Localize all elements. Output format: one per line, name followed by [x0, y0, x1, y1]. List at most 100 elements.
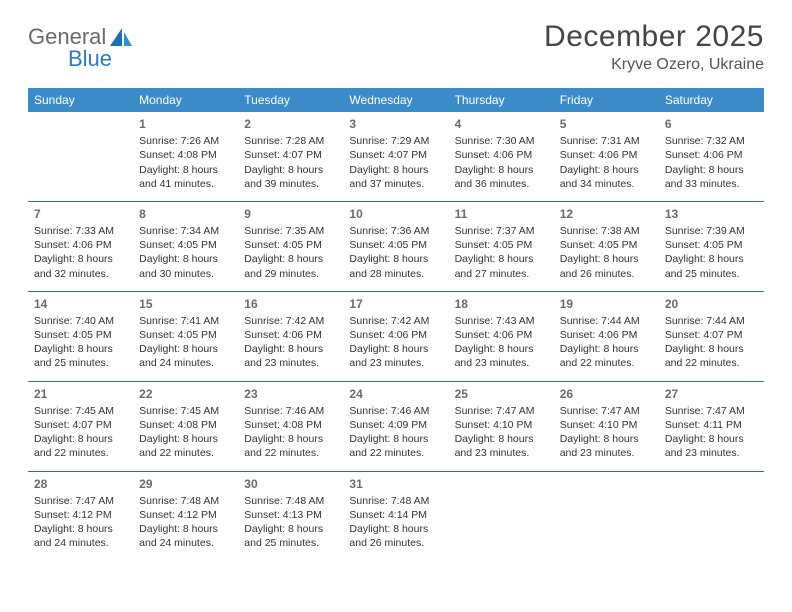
day-number: 6 — [665, 116, 758, 132]
day-number: 17 — [349, 296, 442, 312]
weekday-header: Friday — [554, 88, 659, 112]
sunrise-line: Sunrise: 7:29 AM — [349, 134, 442, 148]
weekday-header-row: Sunday Monday Tuesday Wednesday Thursday… — [28, 88, 764, 112]
calendar-day-cell — [659, 471, 764, 560]
day-number: 23 — [244, 386, 337, 402]
sunset-line: Sunset: 4:12 PM — [34, 508, 127, 522]
sunset-line: Sunset: 4:06 PM — [560, 148, 653, 162]
calendar-day-cell: 18Sunrise: 7:43 AMSunset: 4:06 PMDayligh… — [449, 291, 554, 381]
sunrise-line: Sunrise: 7:45 AM — [34, 404, 127, 418]
calendar-day-cell: 1Sunrise: 7:26 AMSunset: 4:08 PMDaylight… — [133, 112, 238, 201]
daylight-line: Daylight: 8 hours and 25 minutes. — [34, 342, 127, 370]
day-number: 11 — [455, 206, 548, 222]
sunrise-line: Sunrise: 7:47 AM — [455, 404, 548, 418]
calendar-day-cell: 26Sunrise: 7:47 AMSunset: 4:10 PMDayligh… — [554, 381, 659, 471]
sunrise-line: Sunrise: 7:47 AM — [665, 404, 758, 418]
day-number: 30 — [244, 476, 337, 492]
daylight-line: Daylight: 8 hours and 26 minutes. — [560, 252, 653, 280]
day-number: 19 — [560, 296, 653, 312]
day-number: 21 — [34, 386, 127, 402]
calendar-day-cell: 28Sunrise: 7:47 AMSunset: 4:12 PMDayligh… — [28, 471, 133, 560]
daylight-line: Daylight: 8 hours and 26 minutes. — [349, 522, 442, 550]
day-number: 8 — [139, 206, 232, 222]
day-number: 3 — [349, 116, 442, 132]
logo-sail-icon — [108, 26, 134, 48]
calendar-day-cell: 29Sunrise: 7:48 AMSunset: 4:12 PMDayligh… — [133, 471, 238, 560]
calendar-day-cell: 2Sunrise: 7:28 AMSunset: 4:07 PMDaylight… — [238, 112, 343, 201]
sunset-line: Sunset: 4:08 PM — [139, 148, 232, 162]
sunset-line: Sunset: 4:06 PM — [560, 328, 653, 342]
daylight-line: Daylight: 8 hours and 34 minutes. — [560, 163, 653, 191]
calendar-day-cell: 17Sunrise: 7:42 AMSunset: 4:06 PMDayligh… — [343, 291, 448, 381]
daylight-line: Daylight: 8 hours and 23 minutes. — [455, 342, 548, 370]
header: GeneralBlue December 2025 Kryve Ozero, U… — [28, 20, 764, 74]
sunrise-line: Sunrise: 7:42 AM — [244, 314, 337, 328]
calendar-week-row: 1Sunrise: 7:26 AMSunset: 4:08 PMDaylight… — [28, 112, 764, 201]
weekday-header: Tuesday — [238, 88, 343, 112]
weekday-header: Monday — [133, 88, 238, 112]
calendar-week-row: 14Sunrise: 7:40 AMSunset: 4:05 PMDayligh… — [28, 291, 764, 381]
sunset-line: Sunset: 4:09 PM — [349, 418, 442, 432]
sunrise-line: Sunrise: 7:48 AM — [244, 494, 337, 508]
daylight-line: Daylight: 8 hours and 24 minutes. — [34, 522, 127, 550]
daylight-line: Daylight: 8 hours and 24 minutes. — [139, 342, 232, 370]
sunrise-line: Sunrise: 7:33 AM — [34, 224, 127, 238]
sunset-line: Sunset: 4:06 PM — [244, 328, 337, 342]
sunset-line: Sunset: 4:06 PM — [665, 148, 758, 162]
sunset-line: Sunset: 4:13 PM — [244, 508, 337, 522]
month-title: December 2025 — [544, 20, 764, 54]
calendar-day-cell: 10Sunrise: 7:36 AMSunset: 4:05 PMDayligh… — [343, 201, 448, 291]
calendar-day-cell: 30 Sunrise: 7:48 AMSunset: 4:13 PMDayligh… — [238, 471, 343, 560]
calendar-day-cell: 5Sunrise: 7:31 AMSunset: 4:06 PMDaylight… — [554, 112, 659, 201]
sunrise-line: Sunrise: 7:44 AM — [560, 314, 653, 328]
day-number: 16 — [244, 296, 337, 312]
calendar-day-cell: 16Sunrise: 7:42 AMSunset: 4:06 PMDayligh… — [238, 291, 343, 381]
sunrise-line: Sunrise: 7:48 AM — [349, 494, 442, 508]
calendar-day-cell: 21Sunrise: 7:45 AMSunset: 4:07 PMDayligh… — [28, 381, 133, 471]
day-number: 4 — [455, 116, 548, 132]
calendar-day-cell: 8Sunrise: 7:34 AMSunset: 4:05 PMDaylight… — [133, 201, 238, 291]
daylight-line: Daylight: 8 hours and 25 minutes. — [244, 522, 337, 550]
daylight-line: Daylight: 8 hours and 22 minutes. — [244, 432, 337, 460]
calendar-day-cell: 25Sunrise: 7:47 AMSunset: 4:10 PMDayligh… — [449, 381, 554, 471]
day-number: 22 — [139, 386, 232, 402]
daylight-line: Daylight: 8 hours and 22 minutes. — [139, 432, 232, 460]
day-number: 29 — [139, 476, 232, 492]
calendar-day-cell — [554, 471, 659, 560]
daylight-line: Daylight: 8 hours and 22 minutes. — [34, 432, 127, 460]
sunset-line: Sunset: 4:05 PM — [665, 238, 758, 252]
sunrise-line: Sunrise: 7:39 AM — [665, 224, 758, 238]
sunset-line: Sunset: 4:08 PM — [139, 418, 232, 432]
calendar-day-cell: 14Sunrise: 7:40 AMSunset: 4:05 PMDayligh… — [28, 291, 133, 381]
title-block: December 2025 Kryve Ozero, Ukraine — [544, 20, 764, 74]
sunrise-line: Sunrise: 7:28 AM — [244, 134, 337, 148]
sunset-line: Sunset: 4:07 PM — [244, 148, 337, 162]
sunrise-line: Sunrise: 7:46 AM — [244, 404, 337, 418]
sunset-line: Sunset: 4:08 PM — [244, 418, 337, 432]
sunrise-line: Sunrise: 7:35 AM — [244, 224, 337, 238]
calendar-day-cell — [28, 112, 133, 201]
day-number: 7 — [34, 206, 127, 222]
calendar-table: Sunday Monday Tuesday Wednesday Thursday… — [28, 88, 764, 560]
weekday-header: Wednesday — [343, 88, 448, 112]
sunrise-line: Sunrise: 7:47 AM — [34, 494, 127, 508]
day-number: 15 — [139, 296, 232, 312]
daylight-line: Daylight: 8 hours and 30 minutes. — [139, 252, 232, 280]
sunset-line: Sunset: 4:05 PM — [244, 238, 337, 252]
sunrise-line: Sunrise: 7:41 AM — [139, 314, 232, 328]
weekday-header: Sunday — [28, 88, 133, 112]
daylight-line: Daylight: 8 hours and 32 minutes. — [34, 252, 127, 280]
sunrise-line: Sunrise: 7:48 AM — [139, 494, 232, 508]
day-number: 24 — [349, 386, 442, 402]
daylight-line: Daylight: 8 hours and 28 minutes. — [349, 252, 442, 280]
sunset-line: Sunset: 4:05 PM — [34, 328, 127, 342]
calendar-week-row: 7Sunrise: 7:33 AMSunset: 4:06 PMDaylight… — [28, 201, 764, 291]
daylight-line: Daylight: 8 hours and 23 minutes. — [455, 432, 548, 460]
day-number: 5 — [560, 116, 653, 132]
daylight-line: Daylight: 8 hours and 22 minutes. — [665, 342, 758, 370]
sunset-line: Sunset: 4:05 PM — [455, 238, 548, 252]
sunrise-line: Sunrise: 7:40 AM — [34, 314, 127, 328]
calendar-day-cell: 9Sunrise: 7:35 AMSunset: 4:05 PMDaylight… — [238, 201, 343, 291]
daylight-line: Daylight: 8 hours and 29 minutes. — [244, 252, 337, 280]
sunset-line: Sunset: 4:06 PM — [455, 328, 548, 342]
